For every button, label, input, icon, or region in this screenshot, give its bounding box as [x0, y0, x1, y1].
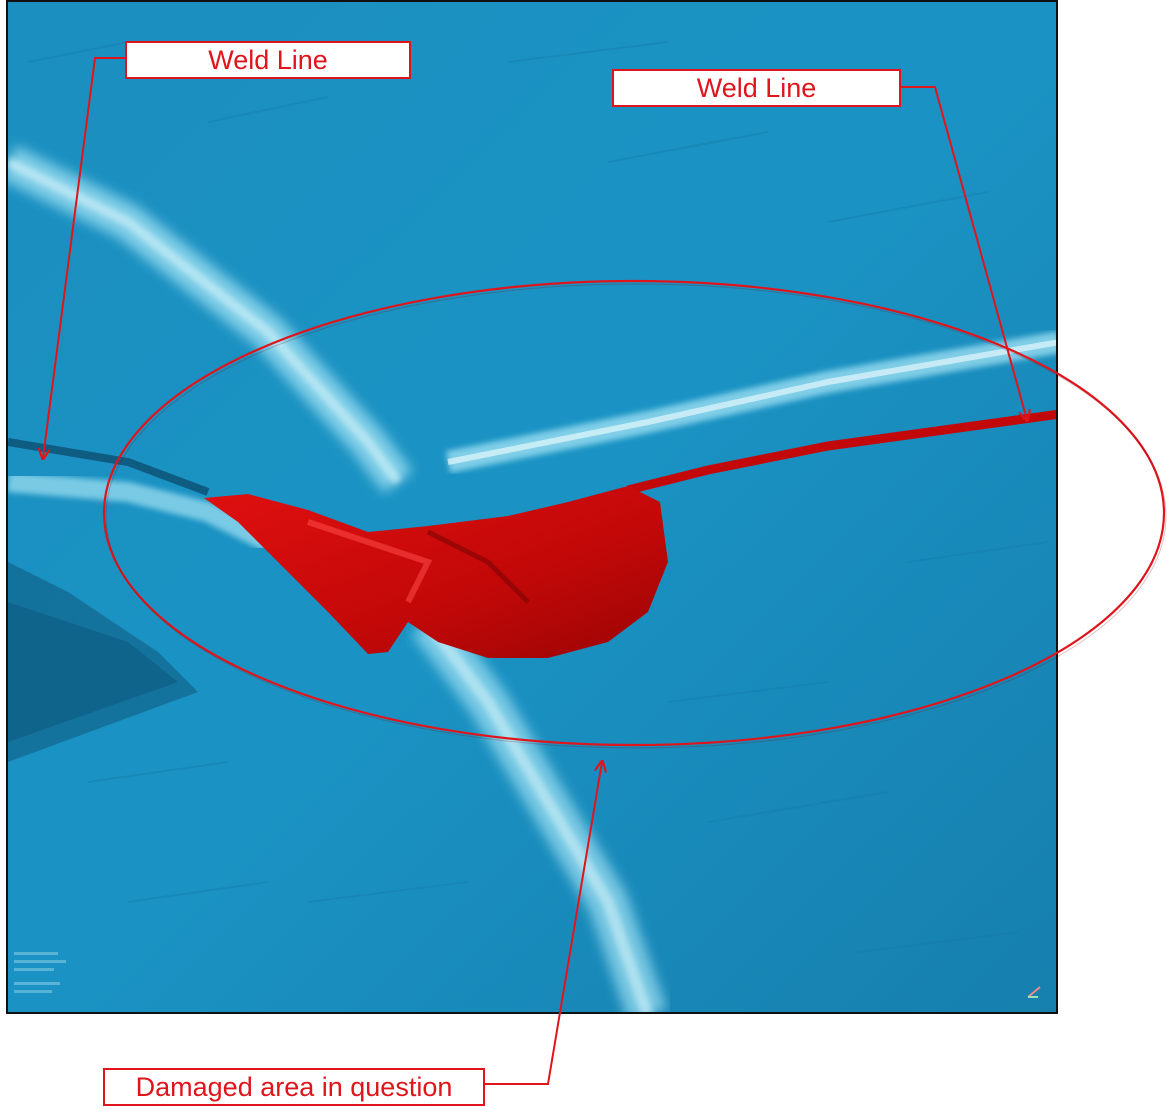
- axis-triad-icon: [1027, 986, 1041, 998]
- viewer-info-block: [14, 952, 66, 993]
- weld-line-label-left: Weld Line: [125, 41, 411, 79]
- scan-image: [6, 0, 1058, 1014]
- damaged-area-label: Damaged area in question: [103, 1068, 485, 1106]
- weld-line-label-right: Weld Line: [612, 69, 901, 107]
- scan-surface: [8, 2, 1056, 1012]
